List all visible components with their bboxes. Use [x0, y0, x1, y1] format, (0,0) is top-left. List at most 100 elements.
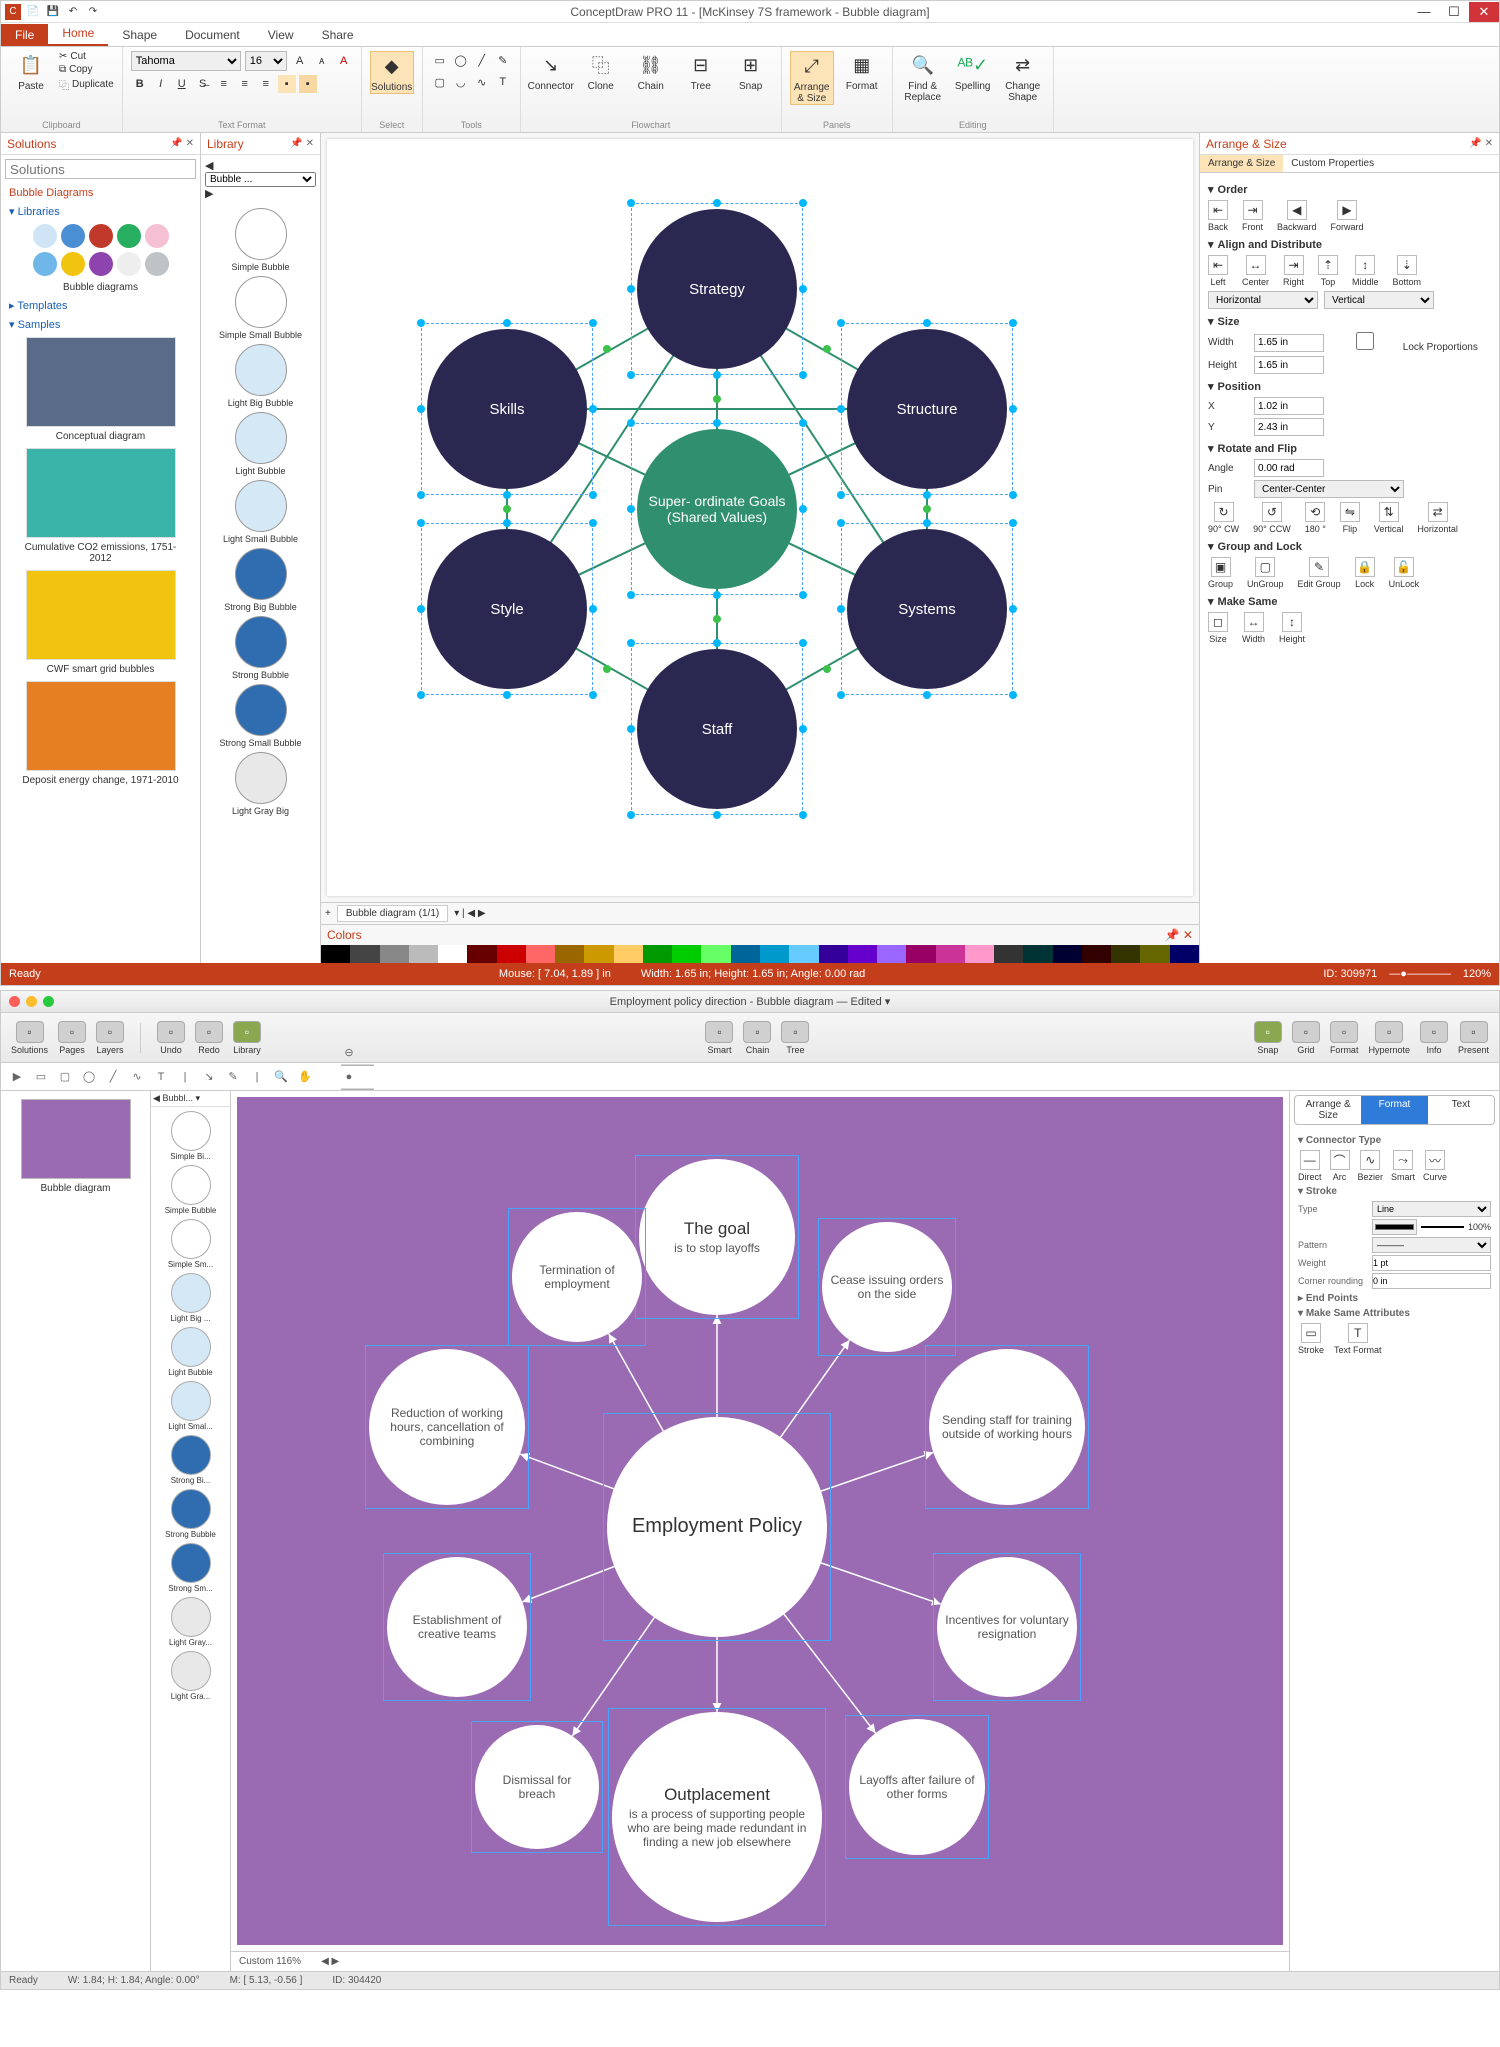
library-select[interactable]: Bubble ...	[205, 172, 316, 187]
paste-button[interactable]: 📋Paste	[9, 51, 53, 92]
tool-rect-icon[interactable]: ▭	[33, 1070, 49, 1083]
color-swatch[interactable]	[819, 945, 848, 963]
connector-button[interactable]: ↘Connector	[529, 51, 573, 92]
chain-button[interactable]: ⛓Chain	[629, 51, 673, 92]
arrange-size-button[interactable]: ⤢Arrange & Size	[790, 51, 834, 105]
tree-templates[interactable]: ▸ Templates	[9, 299, 192, 312]
width-input[interactable]	[1254, 334, 1324, 352]
section-group[interactable]: ▾ Group and Lock	[1208, 540, 1491, 553]
library-item[interactable]: Light Gray...	[151, 1597, 230, 1647]
color-swatch[interactable]	[555, 945, 584, 963]
color-swatch[interactable]	[701, 945, 730, 963]
shrink-font-icon[interactable]: ᴀ	[313, 52, 331, 70]
chain-button[interactable]: ▫Chain	[743, 1021, 771, 1055]
vertical-button[interactable]: ⇅Vertical	[1374, 502, 1404, 534]
vert-select[interactable]: Vertical	[1324, 291, 1434, 309]
format-button[interactable]: ▫Format	[1330, 1021, 1359, 1055]
section-makesame[interactable]: ▾ Make Same Attributes	[1298, 1308, 1491, 1319]
tree-libraries[interactable]: ▾ Libraries	[9, 205, 192, 218]
tool-text-icon[interactable]: T	[153, 1071, 169, 1083]
canvas[interactable]: The goalis to stop layoffsCease issuing …	[237, 1097, 1283, 1945]
pin-icon[interactable]: 📌 ✕	[1165, 928, 1193, 942]
pin-icon[interactable]: 📌 ✕	[1469, 138, 1493, 149]
color-swatch[interactable]	[1111, 945, 1140, 963]
grow-font-icon[interactable]: A	[291, 52, 309, 70]
tab-view[interactable]: View	[254, 24, 308, 46]
tree-samples[interactable]: ▾ Samples	[9, 318, 192, 331]
font-size-select[interactable]: 16	[245, 51, 287, 71]
palette-swatch[interactable]	[33, 224, 57, 248]
hypernote-button[interactable]: ▫Hypernote	[1368, 1021, 1410, 1055]
palette-swatch[interactable]	[117, 252, 141, 276]
sample-thumb[interactable]: CWF smart grid bubbles	[16, 570, 186, 675]
library-item[interactable]: Light Big Bubble	[201, 344, 320, 408]
stroke-type-select[interactable]: Line	[1372, 1201, 1491, 1217]
tool-curve-icon[interactable]: ∿	[473, 73, 491, 91]
middle-button[interactable]: ↕Middle	[1352, 255, 1379, 287]
copy-button[interactable]: ⧉ Copy	[59, 64, 114, 75]
tool-rrect-icon[interactable]: ▢	[431, 73, 449, 91]
layers-button[interactable]: ▫Layers	[96, 1021, 124, 1055]
format-panel-button[interactable]: ▦Format	[840, 51, 884, 92]
smart-button[interactable]: ▫Smart	[705, 1021, 733, 1055]
right-button[interactable]: ⇥Right	[1283, 255, 1304, 287]
ungroup-button[interactable]: ▢UnGroup	[1247, 557, 1284, 589]
library-button[interactable]: ▫Library	[233, 1021, 261, 1055]
library-item[interactable]: Strong Bi...	[151, 1435, 230, 1485]
color-swatch[interactable]	[643, 945, 672, 963]
redo-button[interactable]: ▫Redo	[195, 1021, 223, 1055]
height-input[interactable]	[1254, 356, 1324, 374]
lib-nav-right-icon[interactable]: ▶	[205, 188, 213, 200]
library-item[interactable]: Simple Small Bubble	[201, 276, 320, 340]
stroke-weight-input[interactable]	[1372, 1255, 1491, 1271]
library-item[interactable]: Simple Bubble	[201, 208, 320, 272]
size-button[interactable]: ◻Size	[1208, 612, 1228, 644]
bezier-button[interactable]: ∿Bezier	[1358, 1150, 1384, 1182]
tool-line-icon[interactable]: ╱	[473, 51, 491, 69]
tool-pen-icon[interactable]: ✎	[494, 51, 512, 69]
underline-button[interactable]: U	[173, 75, 191, 93]
section-same[interactable]: ▾ Make Same	[1208, 595, 1491, 608]
undo-button[interactable]: ▫Undo	[157, 1021, 185, 1055]
tab-text[interactable]: Text	[1428, 1096, 1494, 1124]
solutions-button[interactable]: ▫Solutions	[11, 1021, 48, 1055]
palette-swatch[interactable]	[145, 252, 169, 276]
tool-arc-icon[interactable]: ◡	[452, 73, 470, 91]
color-swatch[interactable]	[467, 945, 496, 963]
tool-ellipse-icon[interactable]: ◯	[81, 1070, 97, 1083]
lock-proportions-checkbox[interactable]	[1330, 332, 1400, 350]
color-swatch[interactable]	[965, 945, 994, 963]
corner-rounding-input[interactable]	[1372, 1273, 1491, 1289]
find-replace-button[interactable]: 🔍Find & Replace	[901, 51, 945, 103]
library-item[interactable]: Light Big ...	[151, 1273, 230, 1323]
x-input[interactable]	[1254, 397, 1324, 415]
tool-hand-icon[interactable]: ✋	[297, 1070, 313, 1083]
tool-ellipse-icon[interactable]: ◯	[452, 51, 470, 69]
present-button[interactable]: ▫Present	[1458, 1021, 1489, 1055]
horizontal-button[interactable]: ⇄Horizontal	[1417, 502, 1458, 534]
font-select[interactable]: Tahoma	[131, 51, 241, 71]
color-swatch[interactable]	[1140, 945, 1169, 963]
library-item[interactable]: Light Bubble	[151, 1327, 230, 1377]
section-stroke[interactable]: ▾ Stroke	[1298, 1186, 1491, 1197]
bold-button[interactable]: B	[131, 75, 149, 93]
sample-thumb[interactable]: Cumulative CO2 emissions, 1751-2012	[16, 448, 186, 564]
library-item[interactable]: Strong Bubble	[151, 1489, 230, 1539]
tool-line-icon[interactable]: ╱	[105, 1070, 121, 1083]
color-swatch[interactable]	[789, 945, 818, 963]
palette-swatch[interactable]	[89, 224, 113, 248]
section-align[interactable]: ▾ Align and Distribute	[1208, 238, 1491, 251]
font-color-icon[interactable]: A	[335, 52, 353, 70]
section-rotate[interactable]: ▾ Rotate and Flip	[1208, 442, 1491, 455]
color-swatch[interactable]	[497, 945, 526, 963]
top-button[interactable]: ⇡Top	[1318, 255, 1338, 287]
palette-swatch[interactable]	[61, 224, 85, 248]
tab-document[interactable]: Document	[171, 24, 254, 46]
qat-redo-icon[interactable]: ↷	[85, 4, 101, 20]
pin-icon[interactable]: 📌 ✕	[290, 138, 314, 149]
left-button[interactable]: ⇤Left	[1208, 255, 1228, 287]
library-item[interactable]: Strong Small Bubble	[201, 684, 320, 748]
maximize-button[interactable]: ☐	[1439, 2, 1469, 22]
change-shape-button[interactable]: ⇄Change Shape	[1001, 51, 1045, 103]
color-swatch[interactable]	[994, 945, 1023, 963]
